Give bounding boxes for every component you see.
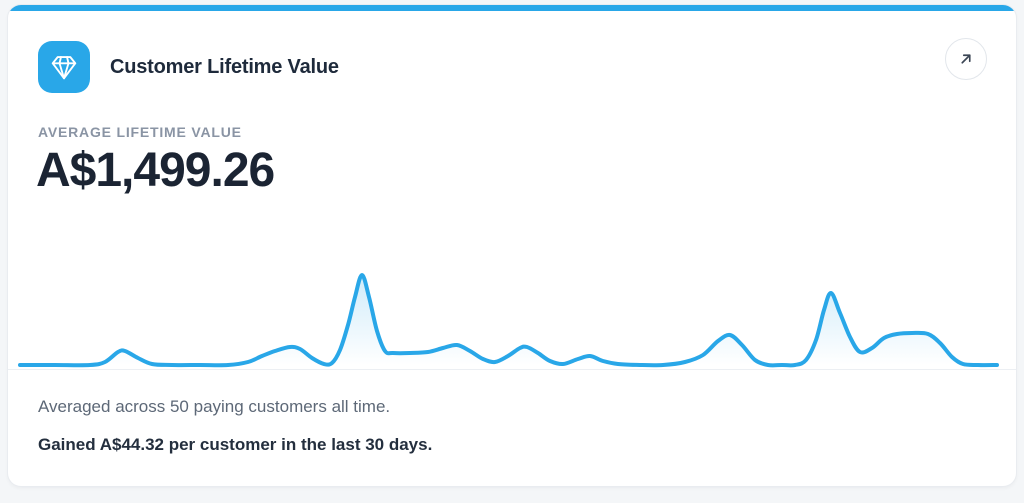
footnote-text: Averaged across 50 paying customers all …	[38, 397, 391, 416]
diamond-gem-icon	[38, 41, 90, 93]
metric-value: A$1,499.26	[36, 144, 275, 197]
arrow-up-right-icon	[961, 54, 971, 64]
open-external-button[interactable]	[945, 38, 987, 80]
sparkline-area-fill	[20, 275, 997, 366]
card-title: Customer Lifetime Value	[110, 55, 339, 78]
card-header: Customer Lifetime Value	[38, 41, 339, 93]
metric-label: AVERAGE LIFETIME VALUE	[38, 124, 242, 140]
sparkline-chart	[8, 245, 1016, 373]
customer-lifetime-value-card: Customer Lifetime Value AVERAGE LIFETIME…	[8, 5, 1016, 486]
chart-baseline-divider	[8, 369, 1016, 370]
sparkline-line	[18, 273, 999, 368]
card-top-accent-bar	[8, 5, 1016, 11]
highlight-text: Gained A$44.32 per customer in the last …	[38, 435, 433, 454]
